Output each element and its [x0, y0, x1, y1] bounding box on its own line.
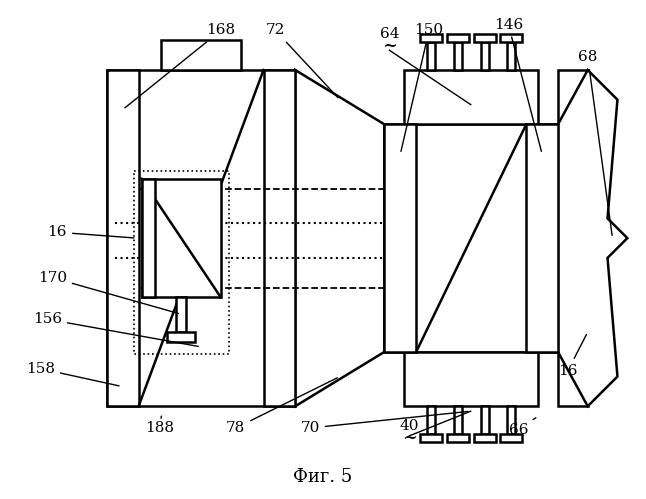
Bar — [264, 70, 295, 406]
Bar — [404, 352, 538, 406]
Polygon shape — [558, 70, 627, 406]
Text: 16: 16 — [558, 334, 587, 378]
Bar — [507, 406, 516, 434]
Bar — [507, 42, 516, 70]
Bar — [427, 42, 435, 70]
Bar — [481, 42, 488, 70]
Bar — [447, 34, 469, 42]
Bar — [558, 352, 588, 406]
Text: ~: ~ — [402, 429, 417, 447]
Text: 156: 156 — [33, 312, 198, 346]
Bar — [107, 70, 295, 406]
Text: 68: 68 — [578, 50, 612, 236]
Bar — [134, 171, 229, 354]
Text: Фиг. 5: Фиг. 5 — [293, 469, 353, 487]
Text: 64: 64 — [380, 27, 399, 41]
Text: 16: 16 — [48, 225, 134, 239]
Bar — [501, 434, 522, 442]
Text: 72: 72 — [266, 23, 338, 98]
Text: 66: 66 — [508, 418, 536, 437]
Polygon shape — [295, 70, 384, 406]
Text: 146: 146 — [494, 17, 541, 151]
Bar — [447, 434, 469, 442]
Text: ~: ~ — [382, 37, 397, 55]
Bar — [427, 406, 435, 434]
Text: 78: 78 — [226, 378, 337, 435]
Bar — [384, 124, 558, 352]
Bar — [558, 70, 588, 124]
Bar — [420, 34, 442, 42]
Bar — [167, 332, 195, 342]
Text: 170: 170 — [37, 270, 178, 313]
Bar — [384, 124, 416, 352]
Bar — [176, 297, 186, 332]
Bar — [141, 179, 221, 297]
Bar — [526, 124, 558, 352]
Text: 150: 150 — [401, 23, 444, 151]
Bar — [404, 70, 538, 124]
Bar — [141, 179, 156, 297]
Bar — [420, 434, 442, 442]
Text: 40: 40 — [399, 419, 419, 433]
Text: 188: 188 — [145, 416, 174, 435]
Text: 158: 158 — [26, 362, 119, 386]
Bar — [454, 406, 462, 434]
Bar — [107, 70, 139, 406]
Bar — [501, 34, 522, 42]
Bar — [474, 434, 495, 442]
Bar — [162, 40, 241, 70]
Bar — [474, 34, 495, 42]
Bar — [454, 42, 462, 70]
Text: 70: 70 — [300, 412, 468, 435]
Text: 168: 168 — [125, 23, 235, 108]
Bar — [481, 406, 488, 434]
